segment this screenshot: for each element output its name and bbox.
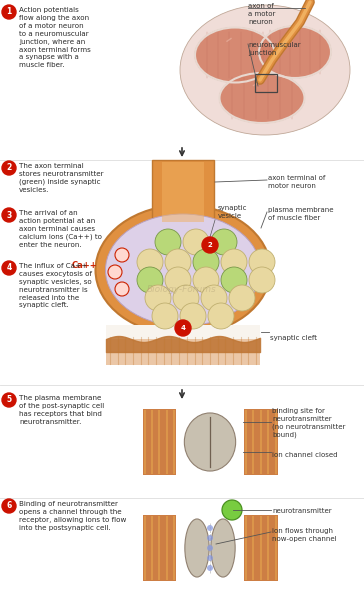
Text: binding site for
neurotransmitter
(no neurotransmitter
bound): binding site for neurotransmitter (no ne…: [272, 408, 345, 438]
Circle shape: [175, 320, 191, 336]
Ellipse shape: [219, 73, 305, 123]
Text: 4: 4: [181, 325, 186, 331]
Circle shape: [108, 265, 122, 279]
Circle shape: [211, 229, 237, 255]
Circle shape: [152, 303, 178, 329]
Text: The influx of Ca++
causes exocytosis of
synaptic vesicles, so
neurotransmitter i: The influx of Ca++ causes exocytosis of …: [19, 263, 92, 308]
Bar: [255, 74, 277, 92]
Text: synaptic cleft: synaptic cleft: [270, 335, 317, 341]
Bar: [142, 409, 176, 475]
Circle shape: [207, 555, 213, 561]
Circle shape: [229, 285, 255, 311]
Text: The arrival of an
action potential at an
axon terminal causes
calcium ions (Ca++: The arrival of an action potential at an…: [19, 210, 102, 248]
Circle shape: [207, 525, 213, 531]
Circle shape: [207, 545, 213, 551]
Circle shape: [2, 161, 16, 175]
Bar: [244, 409, 277, 475]
Text: 1: 1: [7, 7, 12, 16]
Circle shape: [137, 249, 163, 275]
Text: neurotransmitter: neurotransmitter: [272, 508, 332, 514]
Bar: [162, 162, 204, 222]
Circle shape: [2, 5, 16, 19]
Ellipse shape: [185, 519, 209, 577]
Ellipse shape: [259, 26, 331, 78]
Text: Binding of neurotransmitter
opens a channel through the
receptor, allowing ions : Binding of neurotransmitter opens a chan…: [19, 501, 126, 530]
Circle shape: [221, 267, 247, 293]
Text: plasma membrane
of muscle fiber: plasma membrane of muscle fiber: [268, 207, 333, 221]
Circle shape: [193, 267, 219, 293]
Ellipse shape: [211, 519, 235, 577]
Text: 2: 2: [207, 242, 212, 248]
Text: 6: 6: [7, 502, 12, 511]
Circle shape: [201, 285, 227, 311]
Text: 2: 2: [7, 163, 12, 173]
Bar: [244, 515, 277, 581]
Circle shape: [137, 267, 163, 293]
Text: axon of
a motor
neuron: axon of a motor neuron: [248, 3, 276, 25]
Circle shape: [193, 249, 219, 275]
Text: Biology-Forums: Biology-Forums: [147, 286, 217, 295]
Circle shape: [145, 285, 171, 311]
Text: ion flows through
now-open channel: ion flows through now-open channel: [272, 528, 337, 542]
Ellipse shape: [95, 205, 270, 335]
Circle shape: [207, 565, 213, 571]
Circle shape: [221, 249, 247, 275]
Circle shape: [165, 249, 191, 275]
Text: 3: 3: [7, 211, 12, 220]
Bar: [152, 160, 214, 225]
Ellipse shape: [180, 5, 350, 135]
Bar: [142, 515, 176, 581]
Circle shape: [173, 285, 199, 311]
Circle shape: [155, 229, 181, 255]
Text: 5: 5: [7, 395, 12, 404]
Bar: [106, 337, 260, 365]
Ellipse shape: [184, 413, 236, 471]
Text: synaptic
vesicle: synaptic vesicle: [218, 205, 248, 219]
Text: Ca++: Ca++: [72, 260, 98, 269]
Text: neuromuscular
junction: neuromuscular junction: [248, 42, 301, 56]
Circle shape: [165, 267, 191, 293]
Circle shape: [202, 237, 218, 253]
Text: The axon terminal
stores neurotransmitter
(green) inside synaptic
vesicles.: The axon terminal stores neurotransmitte…: [19, 163, 104, 193]
Circle shape: [249, 249, 275, 275]
Bar: [106, 325, 260, 339]
Circle shape: [115, 248, 129, 262]
Text: 4: 4: [7, 263, 12, 272]
Circle shape: [249, 267, 275, 293]
Text: ion channel closed: ion channel closed: [272, 452, 337, 458]
Circle shape: [2, 261, 16, 275]
Circle shape: [180, 303, 206, 329]
Circle shape: [207, 535, 213, 541]
Circle shape: [2, 393, 16, 407]
Text: axon terminal of
motor neuron: axon terminal of motor neuron: [268, 175, 325, 189]
Circle shape: [222, 500, 242, 520]
Text: Action potentials
flow along the axon
of a motor neuron
to a neuromuscular
junct: Action potentials flow along the axon of…: [19, 7, 91, 68]
Circle shape: [2, 499, 16, 513]
Circle shape: [183, 229, 209, 255]
Text: The plasma membrane
of the post-synaptic cell
has receptors that bind
neurotrans: The plasma membrane of the post-synaptic…: [19, 395, 104, 425]
Ellipse shape: [195, 28, 275, 82]
Ellipse shape: [106, 214, 261, 326]
Circle shape: [208, 303, 234, 329]
Circle shape: [115, 282, 129, 296]
Circle shape: [2, 208, 16, 222]
